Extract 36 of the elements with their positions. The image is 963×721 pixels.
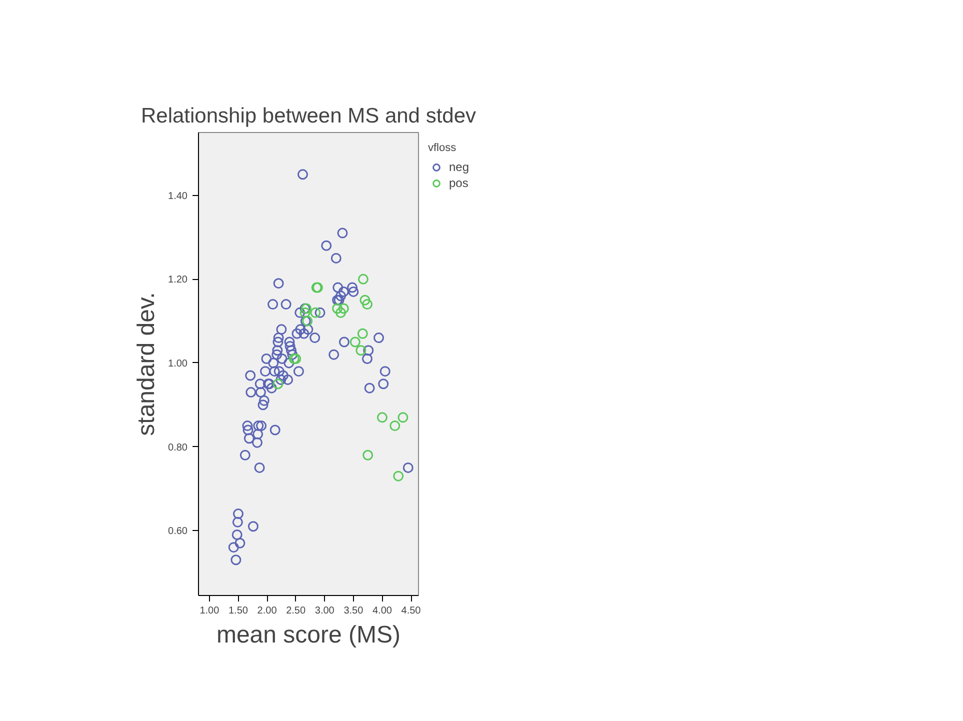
y-tick-label: 0.60 <box>168 526 188 538</box>
point <box>376 412 388 423</box>
point <box>310 307 321 318</box>
y-tick-label: 1.20 <box>168 274 188 286</box>
x-tick-label: 1.50 <box>228 606 248 616</box>
chart-title: Relationship between MS and stdev <box>140 104 477 128</box>
legend-title: vfloss <box>428 142 458 154</box>
x-tick-label: 3.00 <box>314 606 335 616</box>
point <box>358 274 368 284</box>
point <box>338 303 349 314</box>
point <box>357 328 368 339</box>
x-tick-label: 2.00 <box>257 606 278 616</box>
legend-label: neg <box>449 160 470 174</box>
point <box>356 345 366 356</box>
point <box>393 470 404 482</box>
x-tick-label: 1.00 <box>200 606 220 616</box>
point <box>300 307 310 318</box>
legend-label: pos <box>449 176 469 190</box>
point <box>336 307 346 318</box>
point <box>332 303 343 314</box>
point <box>362 299 372 310</box>
x-axis-title: mean score (MS) <box>216 622 401 648</box>
point <box>350 336 360 348</box>
x-tick-label: 3.50 <box>344 606 364 616</box>
point <box>390 420 400 432</box>
y-tick-label: 0.80 <box>168 442 188 454</box>
point <box>362 450 374 460</box>
x-tick-label: 4.00 <box>372 606 392 616</box>
point <box>360 294 370 306</box>
point <box>398 412 408 423</box>
y-axis-title: standard dev. <box>133 292 160 436</box>
point <box>272 378 284 390</box>
y-tick-label: 1.40 <box>168 190 188 202</box>
x-tick-label: 2.50 <box>286 606 306 616</box>
y-tick-label: 1.00 <box>168 358 188 370</box>
x-tick-label: 4.50 <box>401 606 422 616</box>
